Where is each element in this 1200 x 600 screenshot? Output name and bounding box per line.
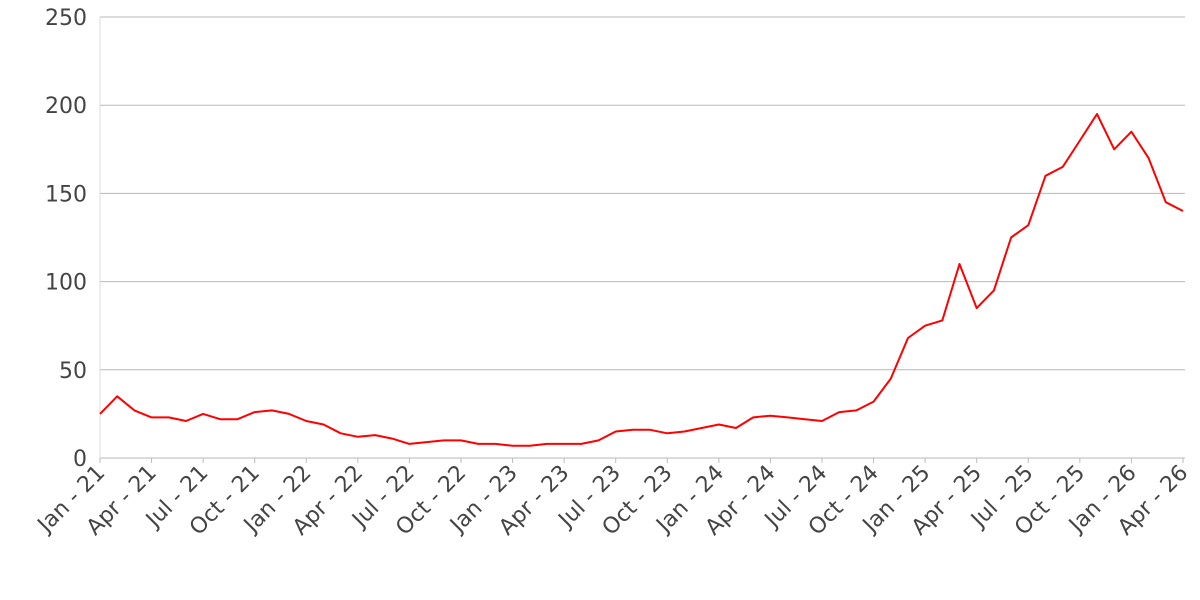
y-tick-label: 250 xyxy=(45,6,87,31)
y-tick-label: 200 xyxy=(45,94,87,119)
y-tick-label: 50 xyxy=(59,359,87,384)
y-tick-label: 0 xyxy=(73,447,87,472)
y-tick-label: 100 xyxy=(45,271,87,296)
price-line xyxy=(99,113,1184,447)
y-tick-label: 150 xyxy=(45,182,87,207)
